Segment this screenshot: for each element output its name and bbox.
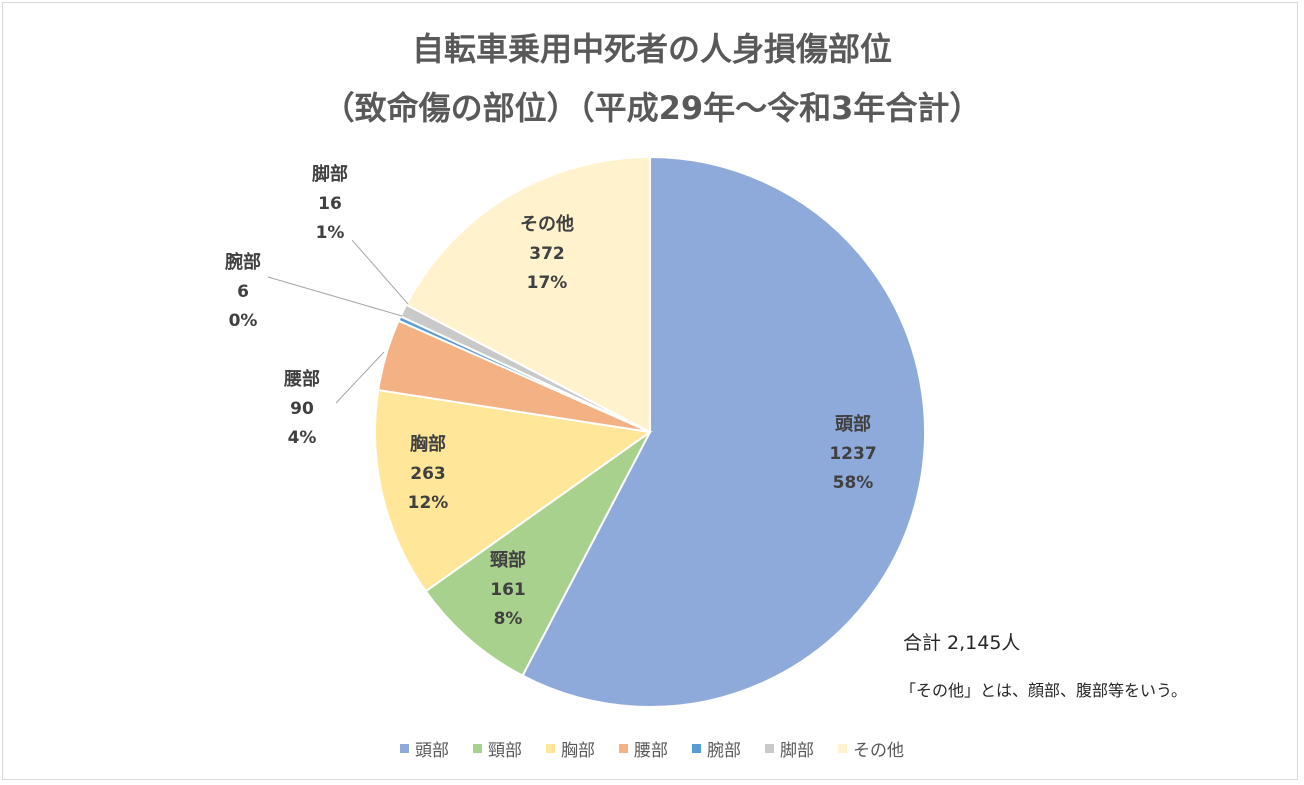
legend-swatch-6 (838, 744, 847, 753)
legend-item-3: 腰部 (619, 736, 668, 761)
chart-subtitle: （致命傷の部位）（平成29年～令和3年合計） (322, 89, 982, 127)
data-label-0-value: 1237 (829, 444, 876, 464)
data-label-2-name: 胸部 (410, 433, 446, 455)
legend-label-3: 腰部 (634, 741, 668, 761)
leader-line-3 (335, 351, 385, 404)
data-label-6-name: その他 (520, 213, 574, 235)
data-label-4-name: 腕部 (225, 251, 261, 273)
chart-title: 自転車乗用中死者の人身損傷部位 (411, 30, 892, 68)
data-label-6-percent: 17% (527, 273, 568, 293)
pie-slice-6 (404, 155, 651, 434)
legend: 頭部 頸部 胸部 腰部 腕部 脚部 その他 (0, 736, 1304, 761)
data-label-3-value: 90 (290, 399, 314, 419)
legend-swatch-2 (546, 744, 555, 753)
total-note: 合計 2,145人 (903, 632, 1021, 654)
legend-item-6: その他 (838, 736, 904, 761)
data-label-0-percent: 58% (833, 473, 874, 493)
pie-slice-1 (424, 431, 651, 678)
legend-label-5: 脚部 (780, 741, 814, 761)
legend-item-2: 胸部 (546, 736, 595, 761)
legend-swatch-4 (692, 744, 701, 753)
data-label-4-value: 6 (237, 282, 249, 302)
data-label-2-percent: 12% (408, 493, 449, 513)
data-label-5-percent: 1% (316, 223, 345, 243)
leader-line-4 (267, 276, 403, 317)
leader-line-5 (351, 239, 409, 305)
data-label-5-name: 脚部 (312, 163, 348, 185)
data-label-6-value: 372 (529, 244, 565, 264)
data-label-1-percent: 8% (494, 609, 523, 629)
legend-label-4: 腕部 (707, 741, 741, 761)
legend-item-5: 脚部 (765, 736, 814, 761)
data-label-3-name: 腰部 (283, 368, 320, 390)
legend-swatch-0 (400, 744, 409, 753)
legend-label-0: 頭部 (415, 741, 449, 761)
data-label-0-name: 頭部 (835, 413, 871, 435)
data-label-3-percent: 4% (288, 428, 317, 448)
legend-swatch-3 (619, 744, 628, 753)
data-label-1-value: 161 (490, 580, 526, 600)
legend-item-1: 頸部 (473, 736, 522, 761)
legend-swatch-5 (765, 744, 774, 753)
footnote: 「その他」とは、顔部、腹部等をいう。 (900, 681, 1188, 700)
legend-label-2: 胸部 (561, 741, 595, 761)
legend-item-0: 頭部 (400, 736, 449, 761)
data-label-2-value: 263 (410, 464, 446, 484)
legend-label-6: その他 (853, 741, 904, 761)
legend-label-1: 頸部 (488, 741, 522, 761)
pie-slice-0 (521, 155, 926, 708)
data-label-5-value: 16 (318, 194, 342, 214)
data-label-1-name: 頸部 (490, 549, 526, 571)
data-label-4-percent: 0% (229, 311, 258, 331)
legend-item-4: 腕部 (692, 736, 741, 761)
pie-slice-2 (374, 388, 653, 593)
legend-swatch-1 (473, 744, 482, 753)
